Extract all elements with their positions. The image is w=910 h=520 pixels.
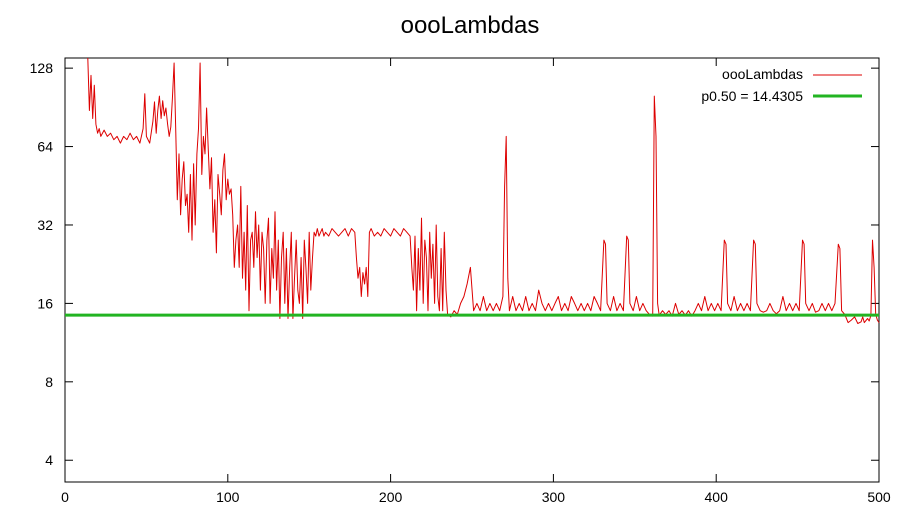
x-tick-label: 0: [61, 489, 69, 505]
plot-area: [65, 57, 880, 324]
y-tick-label: 128: [30, 60, 54, 76]
legend: oooLambdas p0.50 = 14.4305: [701, 66, 862, 104]
x-tick-label: 100: [216, 489, 240, 505]
x-tick-label: 200: [379, 489, 403, 505]
plot-frame: [64, 57, 880, 483]
y-tick-label: 32: [37, 217, 53, 233]
y-tick-label: 8: [45, 374, 53, 390]
axes: 0 100 200 300 400 500 4 8 16 32 64 128: [30, 57, 891, 505]
x-tick-label: 400: [705, 489, 729, 505]
y-tick-label: 4: [45, 452, 53, 468]
chart-title: oooLambdas: [401, 12, 540, 39]
series-line-ooolambdas: [87, 57, 880, 324]
legend-label-series-1: oooLambdas: [722, 66, 803, 82]
x-tick-label: 300: [542, 489, 566, 505]
x-tick-label: 500: [867, 489, 891, 505]
legend-label-series-2: p0.50 = 14.4305: [701, 88, 803, 104]
y-tick-label: 64: [37, 139, 53, 155]
y-tick-label: 16: [37, 295, 53, 311]
